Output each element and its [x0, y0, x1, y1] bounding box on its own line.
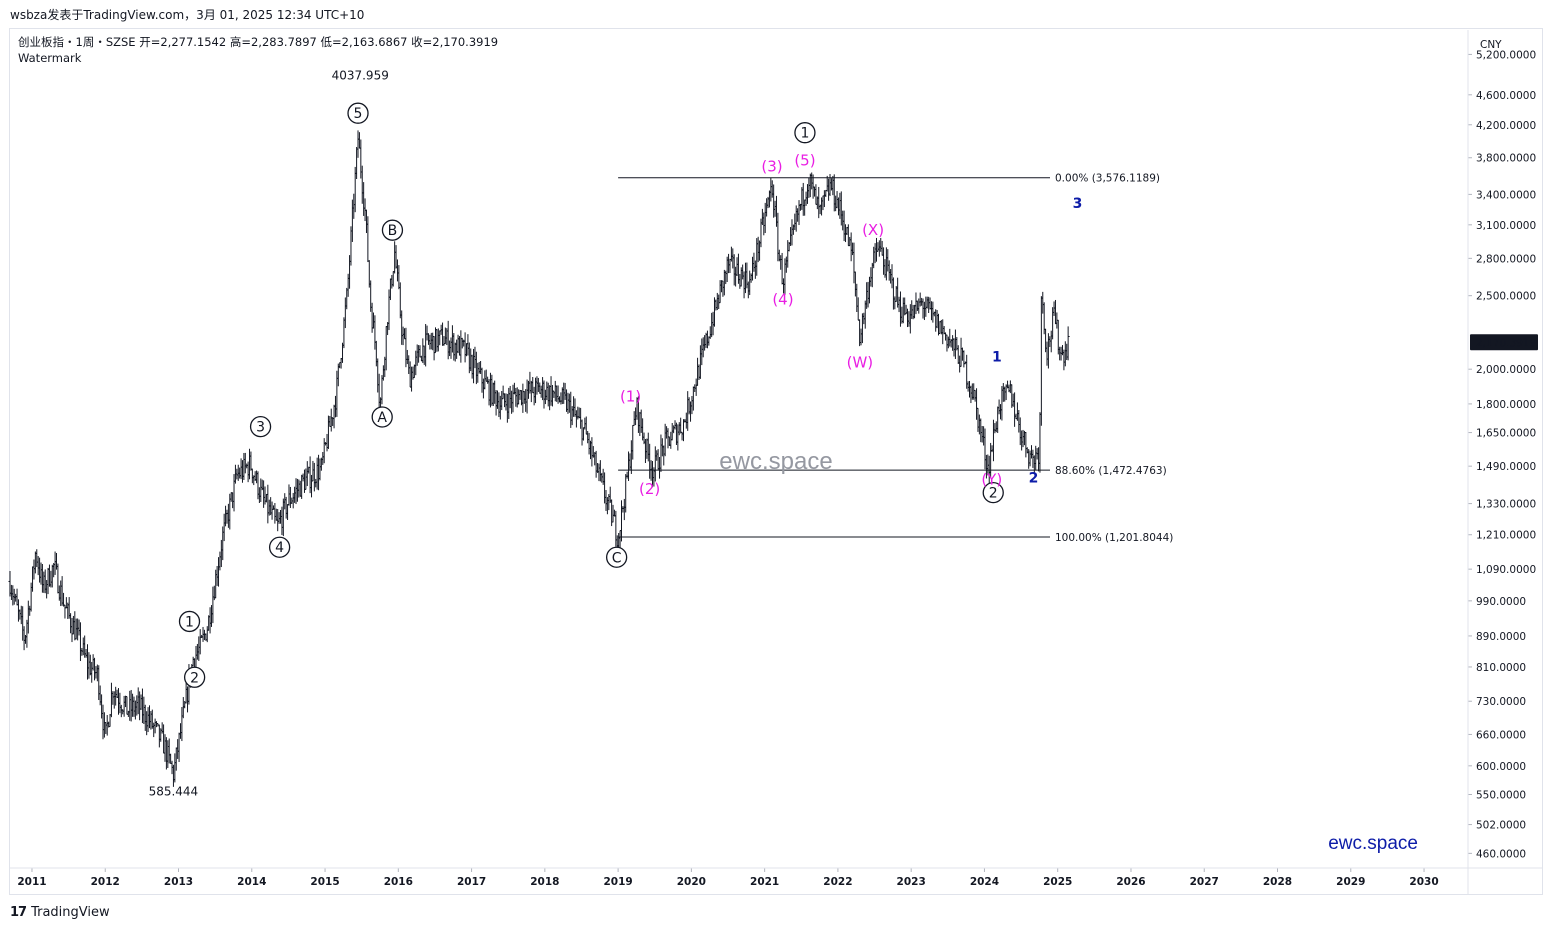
last-price-tag [1470, 334, 1538, 351]
corner-watermark: ewc.space [1328, 833, 1418, 854]
footer-brand[interactable]: 17 TradingView [10, 905, 110, 920]
indicator-legend[interactable]: Watermark [18, 51, 82, 65]
center-watermark: ewc.space [719, 448, 832, 475]
fib-level-label: 0.00% (3,576.1189) [1055, 173, 1160, 185]
y-tick-label: 890.0000 [1476, 631, 1526, 643]
y-tick-label: 660.0000 [1476, 729, 1526, 741]
minor-wave-label: (5) [794, 151, 815, 169]
y-tick-label: 810.0000 [1476, 662, 1526, 674]
y-tick-label: 3,400.0000 [1476, 189, 1536, 201]
fib-retracement[interactable]: 0.00% (3,576.1189) 88.60% (1,472.4763) 100… [618, 173, 1173, 544]
x-tick-label: 2029 [1336, 876, 1365, 888]
currency-label: CNY [1480, 39, 1502, 51]
x-tick-label: 2015 [310, 876, 339, 888]
y-tick-label: 1,490.0000 [1476, 461, 1536, 473]
y-tick-label: 1,210.0000 [1476, 530, 1536, 542]
wave-circle [268, 536, 291, 558]
wave-circle-label: 3 [256, 420, 265, 436]
y-tick-label: 460.0000 [1476, 848, 1526, 860]
y-tick-label: 502.0000 [1476, 820, 1526, 832]
y-tick-label: 3,100.0000 [1476, 220, 1536, 232]
minor-wave-label: (2) [639, 480, 660, 498]
price-axis[interactable]: CNY 460.0000 502.0000 550.0000 600.0000 660.0… [1468, 39, 1538, 860]
fib-level-label: 88.60% (1,472.4763) [1055, 465, 1167, 477]
y-tick-label: 4,200.0000 [1476, 120, 1536, 132]
minor-wave-label: (4) [772, 291, 793, 309]
y-tick-label: 2,000.0000 [1476, 364, 1536, 376]
y-tick-label: 1,330.0000 [1476, 499, 1536, 511]
y-tick-label: 730.0000 [1476, 696, 1526, 708]
y-tick-label: 1,800.0000 [1476, 399, 1536, 411]
minor-wave-label: (3) [761, 158, 782, 176]
y-tick-label: 1,090.0000 [1476, 564, 1536, 576]
wave-circle [982, 481, 1004, 504]
x-tick-label: 2022 [823, 876, 852, 888]
y-tick-label: 550.0000 [1476, 789, 1526, 801]
footer-brand-label: TradingView [31, 905, 110, 920]
x-tick-label: 2013 [164, 876, 193, 888]
x-tick-label: 2012 [91, 876, 120, 888]
sub-wave-label: 1 [992, 349, 1002, 365]
wave-circle-label: A [377, 410, 387, 426]
y-tick-label: 2,800.0000 [1476, 253, 1536, 265]
wave-circle [249, 415, 272, 438]
last-price-label: 2,170.3919 [1476, 337, 1536, 349]
x-tick-label: 2021 [750, 876, 779, 888]
wave-circle-label: B [388, 223, 398, 239]
wave-circle-label: 2 [989, 486, 998, 502]
ohlc-bars [8, 130, 1070, 787]
price-extreme-label: 585.444 [149, 785, 199, 799]
wave-circle [183, 666, 206, 688]
x-tick-label: 2016 [384, 876, 413, 888]
publish-line: wsbza发表于TradingView.com，3月 01, 2025 12:3… [10, 8, 365, 22]
x-tick-label: 2014 [237, 876, 266, 888]
minor-wave-label: (W) [847, 354, 874, 372]
price-extreme-label: 4037.959 [332, 68, 389, 82]
wave-circle [178, 610, 201, 633]
wave-circle [381, 219, 404, 241]
y-tick-label: 600.0000 [1476, 761, 1526, 773]
x-tick-label: 2025 [1043, 876, 1072, 888]
x-tick-label: 2028 [1263, 876, 1292, 888]
wave-circle-label: 1 [185, 614, 194, 630]
sub-wave-label: 2 [1029, 470, 1039, 486]
wave-circle-label: C [612, 550, 622, 566]
y-tick-label: 4,600.0000 [1476, 90, 1536, 102]
minor-wave-label: (1) [620, 388, 641, 406]
wave-circle [347, 102, 369, 124]
fib-level-label: 100.00% (1,201.8044) [1055, 532, 1173, 544]
wave-circle [371, 406, 393, 428]
y-tick-label: 2,500.0000 [1476, 291, 1536, 303]
x-tick-label: 2030 [1409, 876, 1438, 888]
y-tick-label: 5,200.0000 [1476, 49, 1536, 61]
chart-frame [9, 28, 1543, 895]
x-tick-label: 2023 [897, 876, 926, 888]
x-tick-label: 2024 [970, 876, 999, 888]
x-tick-label: 2018 [530, 876, 559, 888]
wave-circle-label: 1 [800, 126, 809, 142]
wave-circle [794, 122, 816, 144]
wave-circle-label: 5 [354, 106, 363, 122]
wave-labels: 4037.959 585.444 5 1 2 3 4 A B C 1 2 (1) (2) (3) (4) (5)… [149, 68, 1083, 798]
y-tick-label: 1,650.0000 [1476, 428, 1536, 440]
x-tick-label: 2011 [17, 876, 46, 888]
x-tick-label: 2017 [457, 876, 486, 888]
tradingview-logo-icon: 17 [10, 905, 27, 920]
sub-wave-label: 3 [1073, 196, 1083, 212]
y-tick-label: 990.0000 [1476, 596, 1526, 608]
y-tick-label: 3,800.0000 [1476, 153, 1536, 165]
wave-circle [605, 546, 628, 568]
minor-wave-label: (Y) [981, 471, 1002, 489]
x-tick-label: 2027 [1190, 876, 1219, 888]
time-axis[interactable]: 2011 2012 2013 2014 2015 2016 2017 2018 2019 2020… [17, 868, 1439, 888]
symbol-legend[interactable]: 创业板指・1周・SZSE 开=2,277.1542 高=2,283.7897 低… [18, 35, 499, 49]
x-tick-label: 2019 [603, 876, 632, 888]
wave-circle-label: 2 [190, 670, 199, 686]
x-tick-label: 2026 [1116, 876, 1145, 888]
minor-wave-label: (X) [862, 221, 884, 239]
x-tick-label: 2020 [677, 876, 706, 888]
wave-circle-label: 4 [275, 540, 284, 556]
